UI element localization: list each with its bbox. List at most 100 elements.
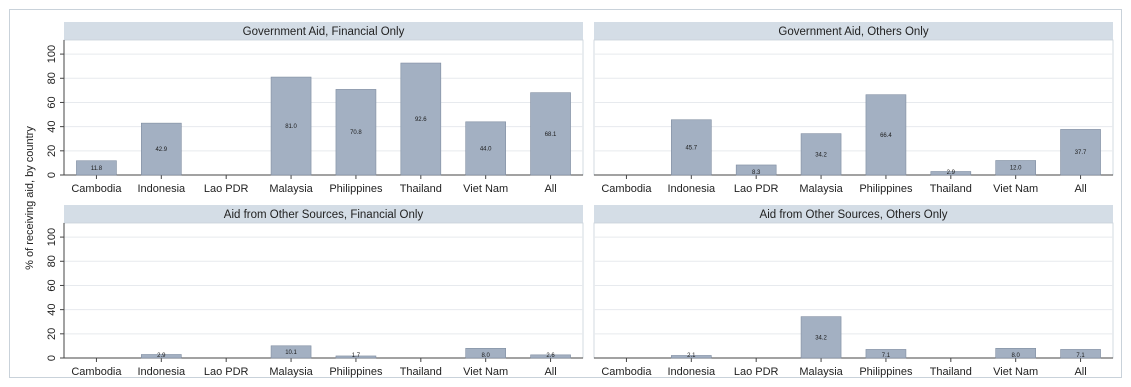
data-label: 11.8 <box>91 166 103 172</box>
data-label: 7.1 <box>882 353 891 359</box>
y-axis-label: % of receiving aid, by country <box>24 126 36 270</box>
data-label: 8.0 <box>482 353 491 359</box>
bar <box>141 122 182 176</box>
x-tick-label: Lao PDR <box>204 366 249 378</box>
data-label: 2.9 <box>157 353 166 359</box>
y-tick-label: 100 <box>46 228 58 246</box>
panel-2: Government Aid, Others Only Cambodia Indon… <box>593 22 1114 195</box>
x-tick-label: Viet Nam <box>463 183 508 195</box>
data-label: 7.1 <box>1076 353 1085 359</box>
y-tick-label: 0 <box>46 172 58 178</box>
x-tick-label: Lao PDR <box>204 183 249 195</box>
y-tick-label: 40 <box>46 304 58 316</box>
data-label: 12.0 <box>1010 166 1022 172</box>
data-label: 2.6 <box>546 353 555 359</box>
bar <box>335 89 377 176</box>
x-tick-label: Cambodia <box>71 366 122 378</box>
bar <box>1060 349 1101 359</box>
y-tick-label: 0 <box>46 355 58 361</box>
y-tick-label: 20 <box>46 145 58 157</box>
bar <box>1060 129 1101 176</box>
x-tick-label: Thailand <box>930 366 972 378</box>
data-label: 2.9 <box>947 170 956 176</box>
bar <box>465 348 506 359</box>
x-tick-label: Indonesia <box>137 183 186 195</box>
x-tick-label: Malaysia <box>269 366 313 378</box>
data-label: 8.3 <box>752 170 761 176</box>
data-label: 45.7 <box>685 145 697 151</box>
x-tick-label: Lao PDR <box>734 183 779 195</box>
bar <box>800 133 842 176</box>
panel-header <box>594 22 1113 40</box>
x-tick-label: Cambodia <box>601 183 652 195</box>
bar <box>671 355 712 359</box>
x-tick-label: Viet Nam <box>993 183 1038 195</box>
bar <box>735 164 777 176</box>
x-tick-label: Malaysia <box>269 183 313 195</box>
panels-layer: Government Aid, Financial Only 0 20 40 60 80 1… <box>46 22 1114 378</box>
data-label: 42.9 <box>155 147 167 153</box>
bar <box>800 316 842 359</box>
x-tick-label: Indonesia <box>667 183 716 195</box>
panel-header <box>64 205 583 223</box>
x-tick-label: Indonesia <box>667 366 716 378</box>
y-tick-label: 20 <box>46 328 58 340</box>
data-label: 68.1 <box>545 132 557 138</box>
panel-title: Government Aid, Others Only <box>778 26 928 38</box>
x-tick-label: All <box>544 366 556 378</box>
bar <box>465 121 506 176</box>
x-tick-label: Viet Nam <box>463 366 508 378</box>
y-tick-label: 60 <box>46 279 58 291</box>
bar <box>335 355 377 359</box>
x-tick-label: Thailand <box>400 183 442 195</box>
bar <box>930 171 972 176</box>
bar <box>400 62 442 176</box>
bar <box>141 354 182 359</box>
data-label: 34.2 <box>815 152 827 158</box>
panel-1: Government Aid, Financial Only 0 20 40 60 80 1… <box>46 22 584 195</box>
data-label: 37.7 <box>1075 150 1087 156</box>
data-label: 8.0 <box>1012 353 1021 359</box>
panel-header <box>64 22 583 40</box>
x-tick-label: All <box>1074 183 1086 195</box>
y-tick-label: 60 <box>46 96 58 108</box>
bar <box>270 345 312 359</box>
y-tick-label: 40 <box>46 121 58 133</box>
y-tick-label: 100 <box>46 45 58 63</box>
data-label: 44.0 <box>480 146 492 152</box>
data-label: 1.7 <box>352 353 361 359</box>
x-tick-label: Cambodia <box>71 183 122 195</box>
panel-title: Aid from Other Sources, Financial Only <box>224 209 424 221</box>
x-tick-label: Malaysia <box>799 366 843 378</box>
x-tick-label: Philippines <box>329 183 383 195</box>
plot-area <box>593 222 1114 359</box>
panel-title: Government Aid, Financial Only <box>243 26 405 38</box>
x-tick-label: Malaysia <box>799 183 843 195</box>
data-label: 81.0 <box>285 124 297 130</box>
x-tick-label: Thailand <box>930 183 972 195</box>
x-tick-label: Philippines <box>859 366 913 378</box>
bar <box>865 349 907 359</box>
plot-area <box>63 222 584 359</box>
figure-frame <box>9 9 1122 378</box>
bar <box>76 160 117 176</box>
bar <box>995 160 1036 176</box>
y-tick-label: 80 <box>46 255 58 267</box>
panel-header <box>594 205 1113 223</box>
panel-title: Aid from Other Sources, Others Only <box>760 209 948 221</box>
data-label: 34.2 <box>815 335 827 341</box>
x-tick-label: Lao PDR <box>734 366 779 378</box>
bar <box>270 76 312 176</box>
bar <box>865 94 907 176</box>
data-label: 2.1 <box>687 353 696 359</box>
data-label: 92.6 <box>415 117 427 123</box>
bar <box>530 354 571 359</box>
x-tick-label: All <box>544 183 556 195</box>
y-tick-label: 80 <box>46 72 58 84</box>
x-tick-label: Viet Nam <box>993 366 1038 378</box>
x-tick-label: Philippines <box>329 366 383 378</box>
x-tick-label: Philippines <box>859 183 913 195</box>
data-label: 10.1 <box>285 350 297 356</box>
bar <box>530 92 571 176</box>
